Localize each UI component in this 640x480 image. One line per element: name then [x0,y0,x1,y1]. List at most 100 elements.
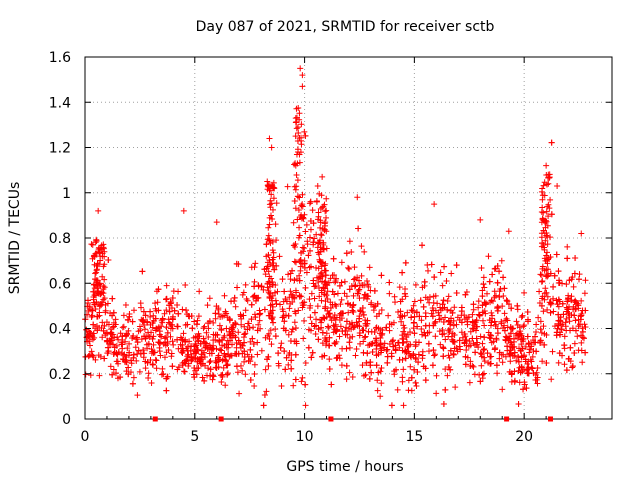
data-point [266,135,273,142]
data-point [291,197,298,204]
data-point [272,221,279,228]
data-point [475,298,482,305]
data-point [251,283,258,290]
data-point [478,264,485,271]
data-point [412,379,419,386]
data-point [140,316,147,323]
data-point [467,328,474,335]
data-point [558,326,565,333]
x-tick-label: 10 [296,429,314,445]
data-point [444,297,451,304]
data-point [235,329,242,336]
data-point [421,278,428,285]
data-point [318,319,325,326]
data-point [292,325,299,332]
y-tick-label: 0.2 [49,367,71,383]
data-point [316,190,323,197]
data-point [260,286,267,293]
data-point [419,348,426,355]
data-point [252,314,259,321]
data-point [125,371,132,378]
data-point [537,337,544,344]
data-point [437,341,444,348]
data-point [571,312,578,319]
data-point [331,291,338,298]
data-point [317,275,324,282]
data-point [244,320,251,327]
data-point [346,321,353,328]
data-point [355,225,362,232]
data-point [159,315,166,322]
data-point [268,191,275,198]
data-point [514,322,521,329]
data-point [294,216,301,223]
data-point [514,353,521,360]
data-point [414,368,421,375]
data-point [321,315,328,322]
data-point [199,374,206,381]
data-point [316,251,323,258]
data-point [549,348,556,355]
data-point [261,306,268,313]
data-point [481,346,488,353]
data-point [561,361,568,368]
data-point [294,177,301,184]
data-point [285,361,292,368]
data-point [232,303,239,310]
data-point [366,264,373,271]
data-point [334,354,341,361]
data-point [397,308,404,315]
data-point [267,212,274,219]
data-point [255,321,262,328]
data-point [575,302,582,309]
data-point [521,381,528,388]
data-point [291,295,298,302]
data-point [486,278,493,285]
data-point [182,339,189,346]
data-point [252,260,259,267]
data-point [90,321,97,328]
data-point [398,318,405,325]
data-point [307,198,314,205]
data-point [112,316,119,323]
data-point [311,235,318,242]
data-point [352,352,359,359]
data-point [572,255,579,262]
data-point [356,286,363,293]
data-point [309,207,316,214]
data-point [473,341,480,348]
data-point [373,352,380,359]
data-point [550,283,557,290]
data-point [346,238,353,245]
data-point [408,374,415,381]
data-point [481,284,488,291]
data-point [305,344,312,351]
data-point [302,360,309,367]
data-point [433,390,440,397]
data-point [479,317,486,324]
data-point [360,338,367,345]
data-point [419,284,426,291]
x-axis-label: GPS time / hours [286,459,403,475]
data-point [431,274,438,281]
data-point [331,315,338,322]
data-point [292,133,299,140]
data-point [301,245,308,252]
data-point [390,319,397,326]
data-point [137,350,144,357]
data-point [319,173,326,180]
data-point [470,319,477,326]
data-point [430,347,437,354]
data-point [431,201,438,208]
data-point [547,309,554,316]
data-point [228,352,235,359]
data-point [365,293,372,300]
data-point [448,333,455,340]
data-point [297,263,304,270]
data-point [92,276,99,283]
data-point [336,333,343,340]
data-point [174,336,181,343]
data-point [368,341,375,348]
data-point [411,298,418,305]
data-point [101,355,108,362]
